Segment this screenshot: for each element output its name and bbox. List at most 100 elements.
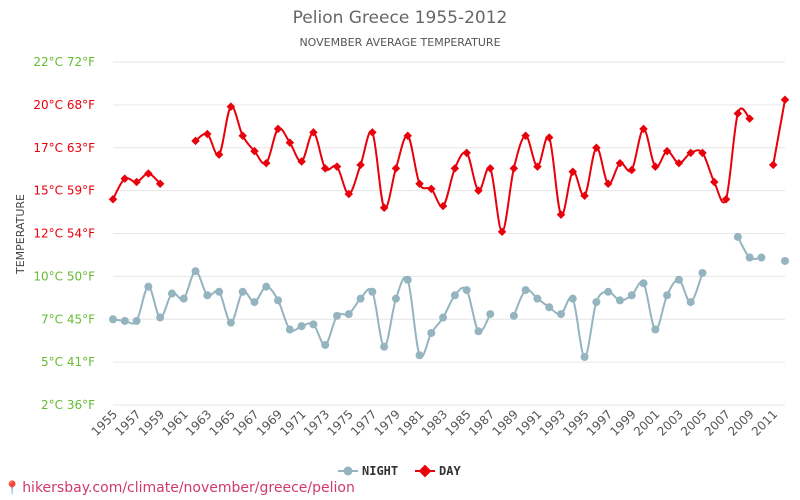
day-point[interactable]: [651, 162, 660, 171]
night-point[interactable]: [427, 328, 436, 337]
day-point[interactable]: [108, 194, 118, 204]
night-point[interactable]: [297, 322, 306, 331]
day-point[interactable]: [474, 186, 483, 195]
day-point[interactable]: [332, 162, 342, 171]
night-point[interactable]: [380, 342, 389, 351]
night-point[interactable]: [545, 303, 554, 312]
night-point[interactable]: [132, 316, 141, 325]
night-point[interactable]: [686, 298, 695, 307]
x-tick-label: 1999: [607, 407, 638, 438]
day-point[interactable]: [438, 201, 448, 211]
night-point[interactable]: [627, 291, 636, 300]
night-point[interactable]: [203, 291, 212, 300]
day-point[interactable]: [309, 128, 318, 137]
night-point[interactable]: [179, 294, 188, 303]
day-point[interactable]: [214, 150, 224, 159]
legend[interactable]: NIGHT DAY: [338, 464, 461, 478]
night-point[interactable]: [274, 296, 283, 305]
night-point[interactable]: [450, 291, 459, 300]
day-point[interactable]: [132, 177, 141, 187]
night-point[interactable]: [250, 298, 259, 307]
day-point[interactable]: [155, 179, 165, 189]
night-point[interactable]: [226, 318, 235, 327]
day-point[interactable]: [497, 227, 507, 237]
night-point[interactable]: [580, 352, 589, 361]
night-point[interactable]: [191, 267, 200, 276]
day-point[interactable]: [379, 203, 389, 213]
day-point[interactable]: [627, 165, 636, 175]
night-point[interactable]: [557, 310, 565, 319]
day-point[interactable]: [120, 174, 130, 183]
day-point[interactable]: [191, 136, 200, 146]
night-point[interactable]: [415, 351, 424, 360]
day-point[interactable]: [768, 160, 778, 170]
night-point[interactable]: [109, 315, 117, 324]
night-point[interactable]: [321, 340, 330, 349]
night-point[interactable]: [521, 286, 530, 295]
night-point[interactable]: [639, 279, 648, 288]
night-point[interactable]: [781, 256, 789, 265]
day-point[interactable]: [427, 184, 436, 194]
night-point[interactable]: [439, 313, 448, 322]
night-point[interactable]: [238, 287, 247, 296]
night-point[interactable]: [403, 275, 412, 284]
day-point[interactable]: [320, 164, 330, 173]
night-point[interactable]: [745, 253, 754, 262]
night-point[interactable]: [674, 275, 683, 284]
day-point[interactable]: [285, 138, 295, 147]
day-point[interactable]: [368, 128, 377, 137]
night-point[interactable]: [309, 320, 318, 329]
day-point[interactable]: [262, 158, 271, 168]
day-point[interactable]: [250, 146, 259, 156]
day-point[interactable]: [462, 148, 471, 158]
day-point[interactable]: [226, 102, 236, 111]
day-point[interactable]: [780, 95, 790, 104]
night-point[interactable]: [509, 311, 518, 320]
night-point[interactable]: [215, 287, 224, 296]
night-point[interactable]: [651, 325, 660, 334]
day-point[interactable]: [344, 189, 354, 199]
day-point[interactable]: [450, 164, 460, 173]
night-point[interactable]: [615, 296, 624, 305]
night-point[interactable]: [120, 316, 129, 325]
night-point[interactable]: [344, 310, 353, 319]
day-point[interactable]: [297, 157, 306, 166]
night-point[interactable]: [757, 253, 766, 262]
night-point[interactable]: [333, 311, 341, 320]
day-point[interactable]: [486, 164, 495, 173]
night-point[interactable]: [356, 294, 365, 303]
night-point[interactable]: [144, 282, 153, 291]
day-line: [112, 172, 161, 200]
day-point[interactable]: [509, 164, 519, 173]
night-point[interactable]: [368, 287, 377, 296]
legend-item-night[interactable]: NIGHT: [338, 464, 398, 478]
legend-item-day[interactable]: DAY: [415, 464, 461, 478]
source-link[interactable]: 📍 hikersbay.com/climate/november/greece/p…: [4, 480, 355, 496]
night-point[interactable]: [474, 327, 483, 336]
night-point[interactable]: [486, 310, 495, 319]
night-point[interactable]: [285, 325, 294, 334]
night-point[interactable]: [733, 232, 742, 241]
night-point[interactable]: [262, 282, 271, 291]
night-point[interactable]: [592, 298, 601, 307]
night-point[interactable]: [462, 286, 471, 295]
night-point[interactable]: [391, 294, 400, 303]
night-point[interactable]: [663, 291, 672, 300]
day-point[interactable]: [273, 124, 283, 134]
night-point[interactable]: [698, 268, 707, 277]
night-point[interactable]: [533, 294, 542, 303]
day-point[interactable]: [356, 160, 365, 170]
day-point[interactable]: [144, 169, 153, 178]
day-point[interactable]: [203, 129, 212, 139]
night-point[interactable]: [568, 294, 577, 303]
night-point[interactable]: [167, 289, 176, 298]
day-point[interactable]: [733, 109, 743, 118]
day-point[interactable]: [710, 177, 719, 187]
day-point[interactable]: [415, 179, 424, 189]
night-point[interactable]: [604, 287, 613, 296]
x-tick-label: 1957: [112, 407, 143, 438]
night-point[interactable]: [156, 313, 165, 322]
day-point[interactable]: [238, 131, 247, 140]
day-point[interactable]: [403, 131, 412, 140]
day-point[interactable]: [391, 164, 401, 173]
